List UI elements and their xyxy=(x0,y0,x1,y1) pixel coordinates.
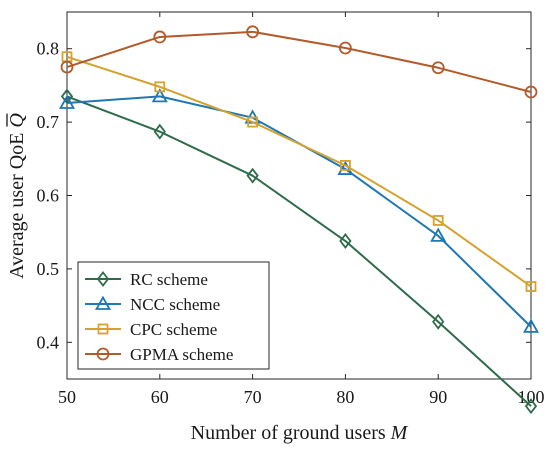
legend-item: CPC scheme xyxy=(85,320,217,339)
legend-item: GPMA scheme xyxy=(85,345,233,364)
y-axis-label-text: Average user QoE xyxy=(6,128,28,279)
data-point-marker xyxy=(430,227,447,242)
x-axis-label: Number of ground users M xyxy=(191,422,409,444)
y-tick-label: 0.5 xyxy=(37,259,60,279)
data-point-marker xyxy=(524,85,538,99)
data-point-marker xyxy=(154,81,166,93)
x-tick-label: 70 xyxy=(244,387,262,407)
data-point-marker xyxy=(247,116,259,128)
data-point-marker xyxy=(432,313,445,330)
y-axis-label-group: Average user QoE Q xyxy=(6,113,28,279)
series-rc xyxy=(60,88,538,415)
legend-marker xyxy=(96,271,110,287)
legend-marker xyxy=(96,347,110,361)
y-tick-label: 0.8 xyxy=(37,39,60,59)
legend-label: RC scheme xyxy=(130,270,208,289)
y-tick-label: 0.6 xyxy=(37,186,60,206)
data-point-marker xyxy=(58,94,76,109)
x-tick-label: 100 xyxy=(518,387,545,407)
series-gpma xyxy=(60,25,538,99)
y-axis-label: Average user QoE Q xyxy=(6,113,28,279)
x-tick-label: 80 xyxy=(336,387,354,407)
y-tick-label: 0.4 xyxy=(37,332,60,352)
legend-item: RC scheme xyxy=(85,270,208,289)
legend-label: CPC scheme xyxy=(130,320,217,339)
series-layer xyxy=(58,25,540,415)
legend-items: RC scheme NCC scheme CPC scheme GPMA scheme xyxy=(85,270,233,364)
data-point-marker xyxy=(339,233,352,249)
legend: RC scheme NCC scheme CPC scheme GPMA scheme xyxy=(77,261,270,370)
data-point-marker xyxy=(522,318,540,333)
data-point-marker xyxy=(60,60,74,74)
legend-marker xyxy=(94,295,112,310)
axis-ticks: 50 60 70 80 90 100 0.4 0.5 0.6 0.7 0.8 xyxy=(37,12,545,407)
data-point-marker xyxy=(524,398,538,415)
data-point-marker xyxy=(338,41,352,55)
data-point-marker xyxy=(153,123,166,140)
data-point-marker xyxy=(525,281,537,292)
x-axis-label-text: Number of ground users xyxy=(191,422,391,444)
legend-item: NCC scheme xyxy=(85,295,220,314)
data-point-marker xyxy=(432,215,444,226)
data-point-marker xyxy=(246,167,259,184)
legend-label: GPMA scheme xyxy=(130,345,233,364)
data-point-marker xyxy=(339,160,351,171)
series-cpc xyxy=(61,51,537,292)
legend-marker xyxy=(97,323,109,335)
legend-label: NCC scheme xyxy=(130,295,220,314)
data-point-marker xyxy=(246,25,260,39)
y-tick-label: 0.7 xyxy=(37,112,60,132)
data-point-marker xyxy=(153,30,167,44)
series-line xyxy=(66,55,532,288)
y-axis-symbol: Q xyxy=(6,113,28,128)
x-tick-label: 90 xyxy=(429,387,447,407)
data-point-marker xyxy=(431,61,445,75)
series-line xyxy=(66,30,532,93)
x-axis-symbol: M xyxy=(390,422,409,444)
data-point-marker xyxy=(151,88,168,103)
x-tick-label: 50 xyxy=(58,387,76,407)
series-line xyxy=(66,95,532,407)
x-tick-label: 60 xyxy=(151,387,169,407)
